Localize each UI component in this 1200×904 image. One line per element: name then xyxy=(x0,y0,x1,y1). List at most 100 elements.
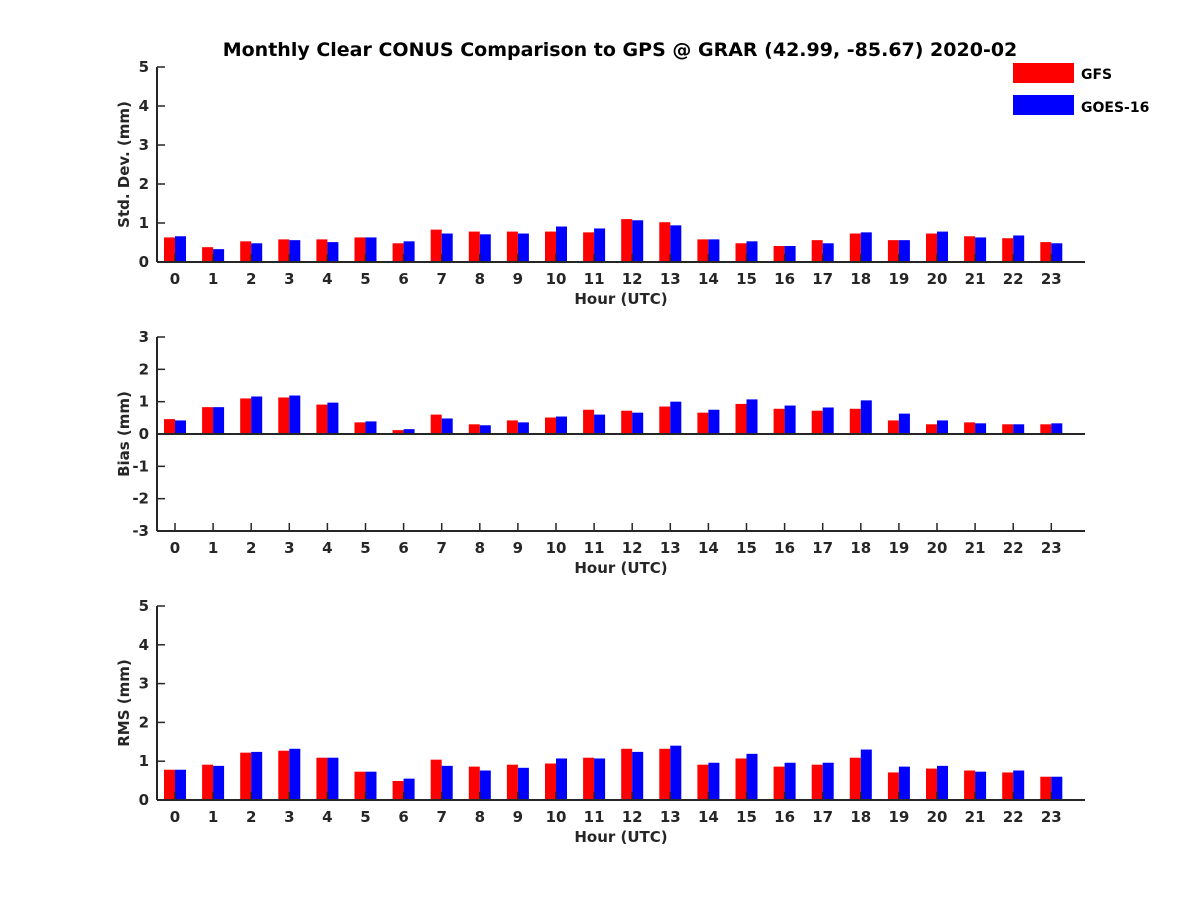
x-tick-label: 10 xyxy=(546,539,567,557)
bar-goes16-hour-18 xyxy=(860,232,872,262)
y-tick-label: 1 xyxy=(139,214,149,232)
bar-goes16-hour-16 xyxy=(784,405,796,434)
bar-gfs-hour-18 xyxy=(849,408,861,434)
bar-gfs-hour-17 xyxy=(811,764,823,800)
x-tick-label: 18 xyxy=(850,808,871,826)
x-tick-label: 0 xyxy=(170,539,180,557)
x-tick-label: 14 xyxy=(698,539,719,557)
bar-goes16-hour-7 xyxy=(441,765,453,800)
bar-goes16-hour-16 xyxy=(784,762,796,800)
y-tick-label: 3 xyxy=(139,675,149,693)
legend: GFS GOES-16 xyxy=(1013,63,1149,116)
y-tick-label: 2 xyxy=(139,175,149,193)
bar-goes16-hour-2 xyxy=(251,243,263,262)
bar-gfs-hour-19 xyxy=(887,240,899,262)
x-tick-label: 4 xyxy=(322,539,332,557)
bar-goes16-hour-8 xyxy=(479,234,491,262)
x-tick-label: 23 xyxy=(1041,539,1062,557)
bar-gfs-hour-16 xyxy=(773,246,785,262)
x-tick-label: 6 xyxy=(398,808,408,826)
y-tick-label: 2 xyxy=(139,713,149,731)
y-axis-label: RMS (mm) xyxy=(115,659,133,746)
x-tick-label: 23 xyxy=(1041,270,1062,288)
x-tick-label: 10 xyxy=(546,808,567,826)
y-tick-label: 4 xyxy=(139,636,149,654)
y-tick-label: 2 xyxy=(139,360,149,378)
bar-gfs-hour-16 xyxy=(773,766,785,800)
x-tick-label: 2 xyxy=(246,539,256,557)
bar-gfs-hour-10 xyxy=(545,417,556,434)
x-tick-label: 16 xyxy=(774,808,795,826)
bar-gfs-hour-5 xyxy=(354,237,366,262)
x-tick-label: 1 xyxy=(208,539,218,557)
bar-goes16-hour-3 xyxy=(289,748,301,800)
bar-goes16-hour-4 xyxy=(327,242,339,262)
bar-goes16-hour-4 xyxy=(327,402,339,434)
y-axis-label: Bias (mm) xyxy=(115,391,133,477)
x-tick-label: 20 xyxy=(927,808,948,826)
bar-gfs-hour-15 xyxy=(735,403,747,434)
bar-gfs-hour-8 xyxy=(468,231,480,262)
x-tick-label: 20 xyxy=(927,270,948,288)
x-tick-label: 16 xyxy=(774,539,795,557)
bar-goes16-hour-3 xyxy=(289,395,301,434)
bar-gfs-hour-4 xyxy=(316,404,328,434)
y-tick-label: 5 xyxy=(139,597,149,615)
x-tick-label: 5 xyxy=(360,808,370,826)
x-tick-label: 7 xyxy=(436,539,446,557)
bar-gfs-hour-19 xyxy=(887,772,899,800)
bar-gfs-hour-17 xyxy=(811,410,823,434)
x-tick-label: 7 xyxy=(436,270,446,288)
bar-goes16-hour-5 xyxy=(365,237,377,262)
bar-gfs-hour-10 xyxy=(545,231,556,262)
bar-gfs-hour-8 xyxy=(468,424,480,434)
bar-goes16-hour-2 xyxy=(251,396,263,434)
bar-gfs-hour-6 xyxy=(392,780,404,800)
bar-goes16-hour-7 xyxy=(441,418,453,434)
bar-gfs-hour-1 xyxy=(202,764,214,800)
bar-goes16-hour-17 xyxy=(822,762,834,800)
bar-goes16-hour-14 xyxy=(708,762,720,800)
bar-goes16-hour-14 xyxy=(708,409,720,434)
bar-gfs-hour-9 xyxy=(506,231,518,262)
bar-gfs-hour-18 xyxy=(849,233,861,262)
bar-gfs-hour-12 xyxy=(621,748,633,800)
x-tick-label: 23 xyxy=(1041,808,1062,826)
x-tick-label: 15 xyxy=(736,808,757,826)
bar-goes16-hour-13 xyxy=(670,401,682,434)
bar-goes16-hour-1 xyxy=(213,249,225,262)
bar-goes16-hour-11 xyxy=(594,228,606,262)
x-tick-label: 15 xyxy=(736,270,757,288)
bar-goes16-hour-14 xyxy=(708,239,720,262)
bar-goes16-hour-8 xyxy=(479,770,491,800)
bar-gfs-hour-2 xyxy=(240,241,252,262)
bar-gfs-hour-5 xyxy=(354,771,366,800)
x-tick-label: 8 xyxy=(475,539,485,557)
legend-label-goes16: GOES-16 xyxy=(1081,100,1149,116)
bar-goes16-hour-2 xyxy=(251,751,263,800)
bar-gfs-hour-21 xyxy=(964,770,976,800)
x-tick-label: 21 xyxy=(965,539,986,557)
bar-gfs-hour-22 xyxy=(1002,424,1014,434)
bar-goes16-hour-23 xyxy=(1051,423,1063,434)
bar-goes16-hour-6 xyxy=(403,429,415,434)
x-tick-label: 3 xyxy=(284,539,294,557)
bar-gfs-hour-11 xyxy=(583,232,595,262)
bar-gfs-hour-14 xyxy=(697,239,709,262)
x-tick-label: 19 xyxy=(888,270,909,288)
bar-gfs-hour-16 xyxy=(773,408,785,434)
x-tick-label: 14 xyxy=(698,270,719,288)
bar-goes16-hour-20 xyxy=(937,420,948,434)
x-tick-label: 11 xyxy=(584,270,605,288)
y-tick-label: 0 xyxy=(139,791,149,809)
bar-goes16-hour-23 xyxy=(1051,243,1063,262)
x-tick-label: 9 xyxy=(513,270,523,288)
x-tick-label: 4 xyxy=(322,808,332,826)
x-tick-label: 16 xyxy=(774,270,795,288)
x-tick-label: 19 xyxy=(888,539,909,557)
x-tick-label: 8 xyxy=(475,270,485,288)
x-tick-label: 2 xyxy=(246,808,256,826)
bar-gfs-hour-21 xyxy=(964,422,976,434)
